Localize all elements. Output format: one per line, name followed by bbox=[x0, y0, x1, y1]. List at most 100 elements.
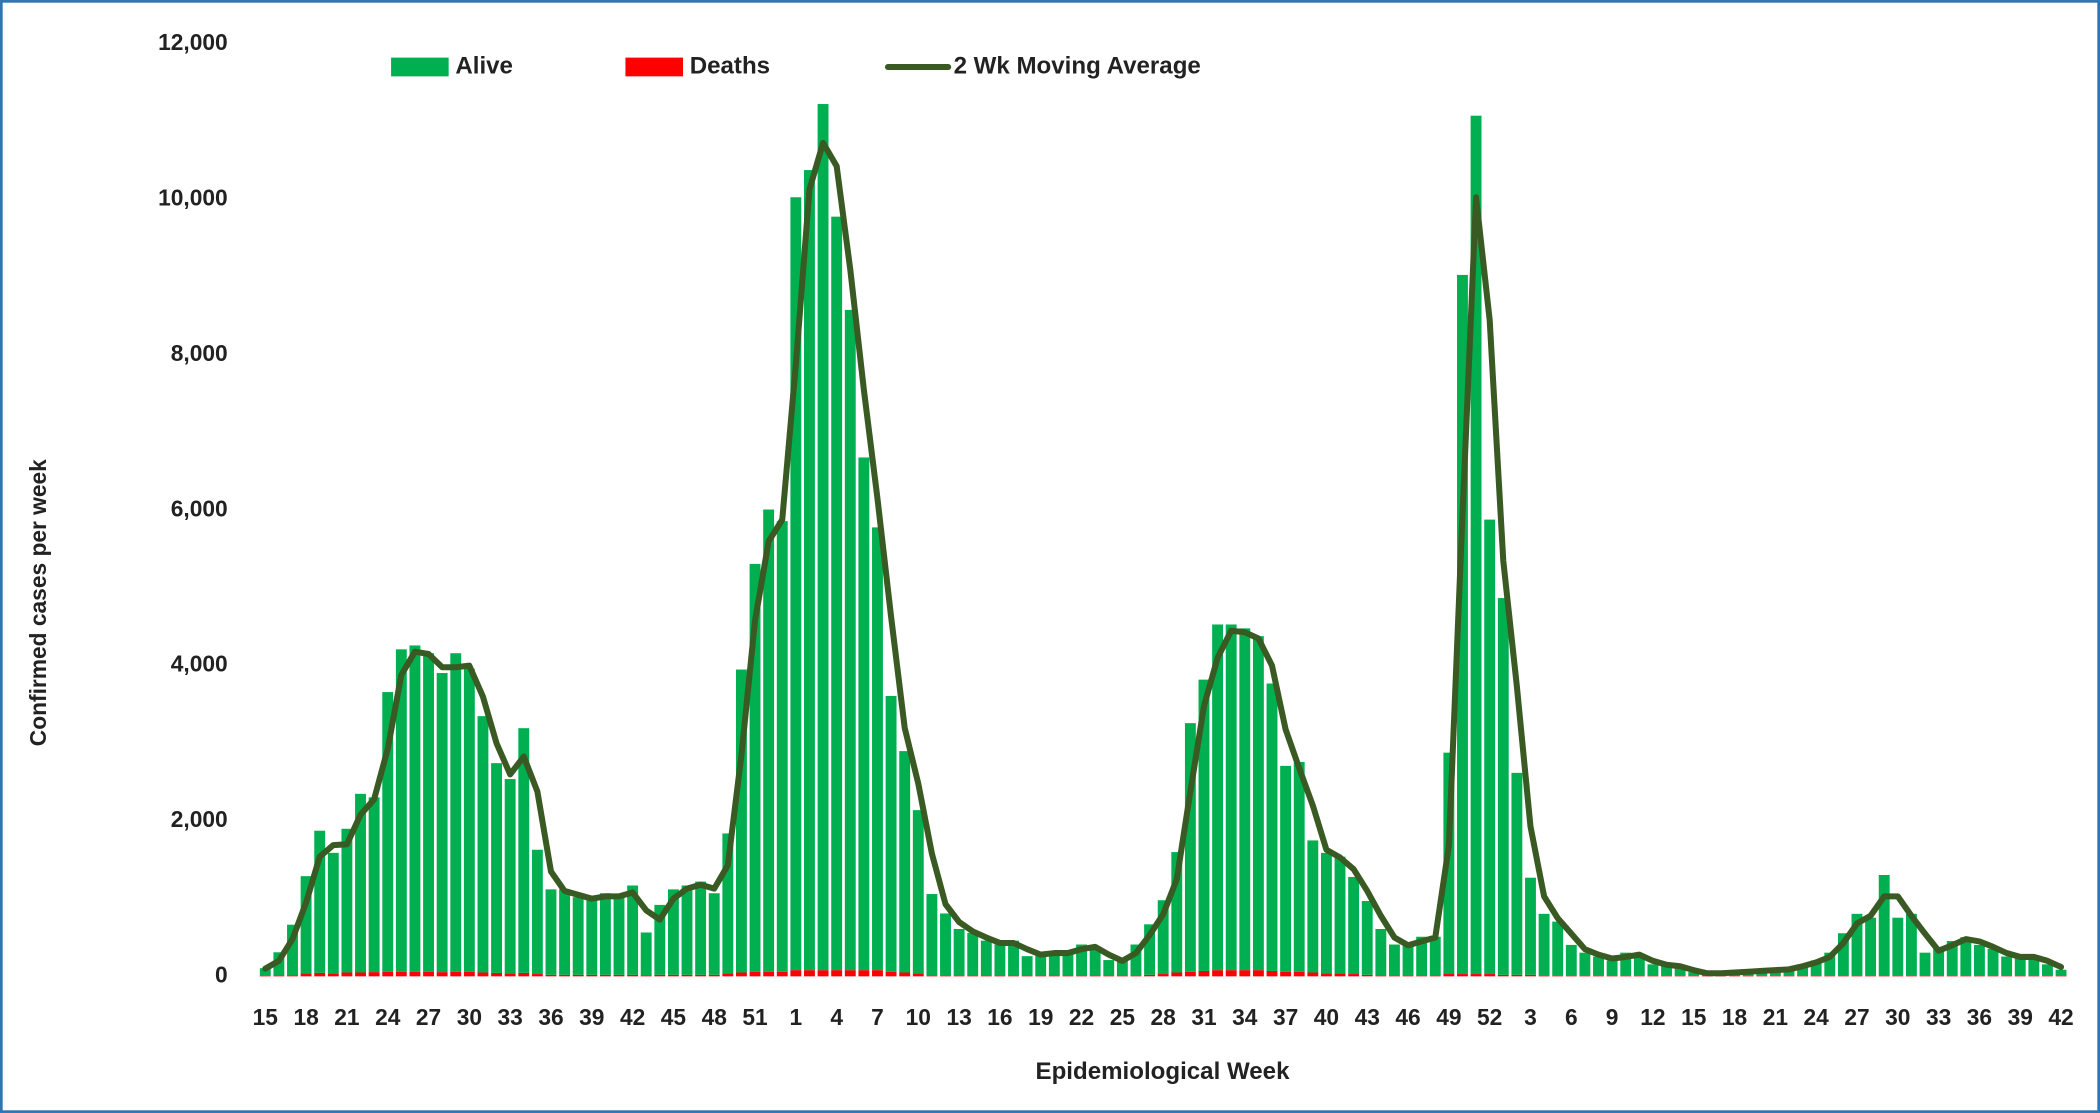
bar bbox=[1933, 948, 1945, 976]
bar bbox=[1851, 913, 1863, 976]
bar bbox=[2001, 956, 2013, 976]
bar bbox=[1905, 913, 1917, 976]
bar bbox=[599, 974, 611, 977]
bar bbox=[722, 833, 734, 974]
bar bbox=[1525, 877, 1536, 975]
bar bbox=[749, 971, 761, 977]
bar bbox=[531, 849, 543, 975]
bar bbox=[1647, 964, 1659, 976]
bar bbox=[749, 563, 761, 972]
y-tick-label: 10,000 bbox=[158, 185, 228, 211]
bar bbox=[926, 975, 938, 977]
bar bbox=[858, 970, 870, 977]
bar bbox=[1470, 974, 1482, 977]
bar bbox=[1946, 941, 1958, 976]
bar bbox=[586, 897, 598, 975]
bar bbox=[436, 673, 448, 973]
bar bbox=[1144, 974, 1156, 977]
bar bbox=[1089, 975, 1101, 977]
bar bbox=[1674, 968, 1686, 976]
bar bbox=[259, 968, 271, 976]
bar bbox=[1593, 956, 1604, 976]
bar bbox=[368, 972, 380, 977]
bar bbox=[1144, 924, 1156, 975]
bar bbox=[327, 852, 339, 974]
bar bbox=[1157, 974, 1169, 977]
x-tick-label: 7 bbox=[871, 1004, 884, 1030]
bar bbox=[940, 975, 951, 977]
bar bbox=[1552, 921, 1564, 976]
bar bbox=[1348, 876, 1360, 975]
bar bbox=[1334, 973, 1346, 977]
x-tick-label: 42 bbox=[2048, 1004, 2073, 1030]
y-tick-label: 6,000 bbox=[171, 495, 228, 521]
bar bbox=[804, 970, 815, 977]
x-tick-label: 28 bbox=[1151, 1004, 1176, 1030]
x-tick-label: 15 bbox=[1681, 1004, 1707, 1030]
bar bbox=[681, 974, 693, 977]
y-tick-label: 2,000 bbox=[171, 806, 228, 832]
bar bbox=[463, 668, 475, 972]
bar bbox=[572, 974, 584, 977]
bar bbox=[1565, 944, 1577, 976]
x-tick-label: 9 bbox=[1606, 1004, 1619, 1030]
bar bbox=[1171, 852, 1183, 973]
x-tick-label: 16 bbox=[987, 1004, 1012, 1030]
x-tick-label: 34 bbox=[1232, 1004, 1258, 1030]
bar bbox=[613, 974, 625, 977]
x-tick-label: 43 bbox=[1355, 1004, 1380, 1030]
bar bbox=[1973, 944, 1985, 976]
bar bbox=[872, 527, 883, 971]
bar bbox=[1389, 975, 1400, 977]
bar bbox=[1280, 971, 1292, 977]
bar bbox=[300, 973, 312, 977]
x-tick-label: 3 bbox=[1524, 1004, 1537, 1030]
bar bbox=[1062, 952, 1074, 976]
x-tick-label: 49 bbox=[1436, 1004, 1461, 1030]
bar bbox=[1402, 944, 1414, 976]
bar bbox=[1457, 274, 1468, 975]
bar bbox=[1048, 952, 1060, 976]
bar bbox=[1225, 970, 1237, 977]
bar bbox=[409, 971, 421, 977]
bar bbox=[1116, 975, 1128, 977]
bar bbox=[627, 885, 639, 975]
bar bbox=[1484, 519, 1496, 975]
bar bbox=[1837, 933, 1849, 976]
x-tick-label: 30 bbox=[457, 1004, 482, 1030]
bar bbox=[804, 170, 815, 971]
bar bbox=[1103, 975, 1115, 977]
x-tick-label: 27 bbox=[416, 1004, 441, 1030]
x-tick-label: 10 bbox=[906, 1004, 931, 1030]
x-tick-label: 33 bbox=[498, 1004, 523, 1030]
bar bbox=[1252, 970, 1264, 977]
legend-label: 2 Wk Moving Average bbox=[954, 52, 1201, 79]
bar bbox=[491, 763, 502, 973]
bar bbox=[2042, 964, 2053, 976]
bar bbox=[423, 971, 434, 977]
x-tick-label: 19 bbox=[1028, 1004, 1053, 1030]
bar bbox=[681, 885, 693, 975]
bar bbox=[953, 975, 965, 977]
bar bbox=[341, 828, 353, 973]
bar bbox=[994, 975, 1006, 977]
bar bbox=[477, 972, 489, 977]
x-tick-label: 36 bbox=[1967, 1004, 1992, 1030]
x-tick-label: 6 bbox=[1565, 1004, 1578, 1030]
bar bbox=[640, 932, 652, 976]
x-tick-label: 21 bbox=[334, 1004, 360, 1030]
y-tick-label: 12,000 bbox=[158, 29, 228, 55]
bar bbox=[1130, 975, 1142, 977]
bar bbox=[790, 970, 802, 977]
bar bbox=[844, 309, 856, 971]
x-tick-label: 1 bbox=[790, 1004, 803, 1030]
x-tick-label: 45 bbox=[661, 1004, 687, 1030]
bar bbox=[1688, 972, 1700, 976]
bar bbox=[708, 893, 720, 975]
bar bbox=[1021, 975, 1033, 977]
bar bbox=[531, 974, 543, 977]
bar bbox=[300, 876, 312, 974]
bar bbox=[1878, 874, 1890, 976]
bar bbox=[1184, 971, 1196, 977]
legend-swatch bbox=[625, 57, 684, 77]
